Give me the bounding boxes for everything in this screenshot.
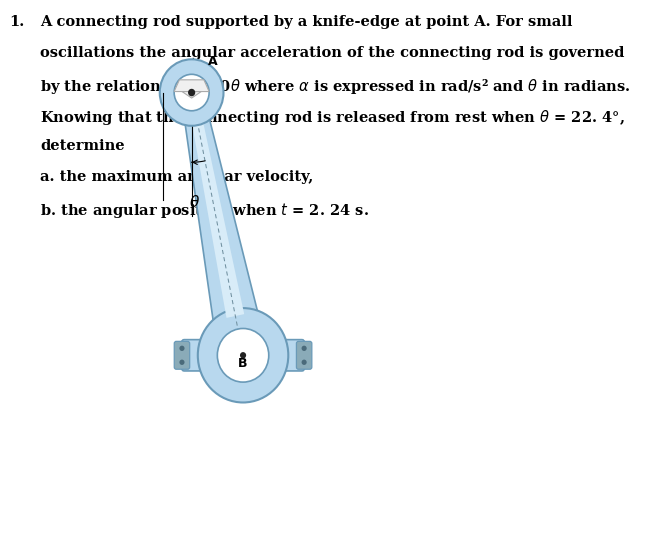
Circle shape [179, 360, 184, 365]
Polygon shape [174, 80, 209, 92]
Text: A connecting rod supported by a knife-edge at point A. For small: A connecting rod supported by a knife-ed… [40, 15, 573, 29]
Circle shape [160, 59, 224, 126]
Circle shape [188, 89, 195, 96]
Text: 1.: 1. [9, 15, 25, 29]
Text: by the relation $\alpha$ = $-$60$\theta$ where $\alpha$ is expressed in rad/s² a: by the relation $\alpha$ = $-$60$\theta$… [40, 77, 630, 96]
Text: B: B [238, 357, 248, 370]
Circle shape [240, 352, 246, 358]
FancyBboxPatch shape [182, 340, 304, 371]
Circle shape [198, 308, 288, 403]
Text: oscillations the angular acceleration of the connecting rod is governed: oscillations the angular acceleration of… [40, 46, 624, 60]
FancyBboxPatch shape [297, 341, 312, 369]
Polygon shape [182, 92, 201, 98]
Circle shape [179, 345, 184, 351]
Circle shape [217, 328, 269, 382]
Text: determine: determine [40, 139, 124, 153]
Text: A: A [208, 54, 217, 67]
Text: $\theta$: $\theta$ [190, 194, 201, 210]
Text: b. the angular position when $t$ = 2. 24 s.: b. the angular position when $t$ = 2. 24… [40, 202, 369, 220]
Text: Knowing that the connecting rod is released from rest when $\theta$ = 22. 4°,: Knowing that the connecting rod is relea… [40, 108, 624, 127]
Polygon shape [185, 118, 257, 321]
Circle shape [302, 360, 307, 365]
Circle shape [174, 74, 209, 111]
Polygon shape [192, 119, 244, 318]
Text: a. the maximum angular velocity,: a. the maximum angular velocity, [40, 170, 313, 184]
FancyBboxPatch shape [174, 341, 190, 369]
Circle shape [302, 345, 307, 351]
